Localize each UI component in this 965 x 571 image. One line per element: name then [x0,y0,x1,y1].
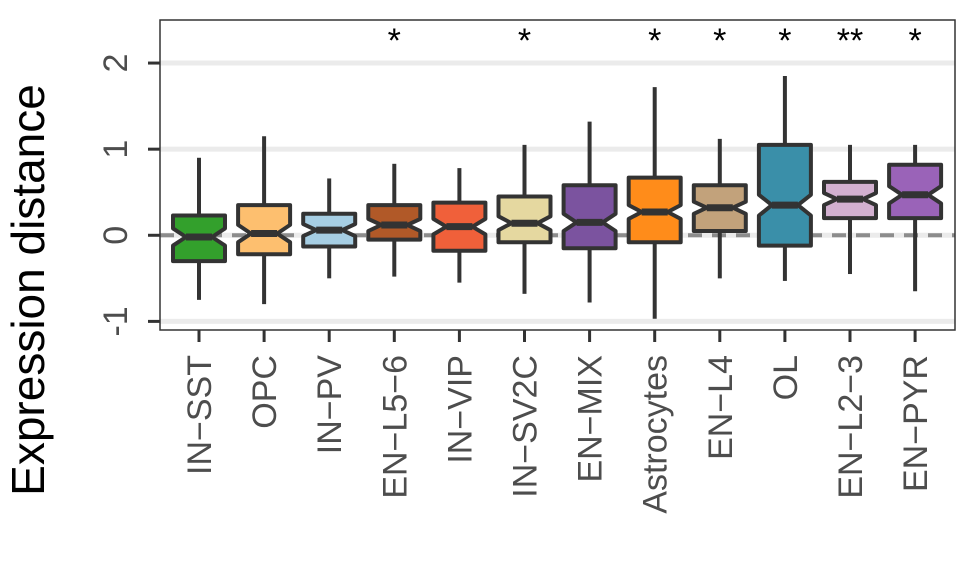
x-tick-label-1: OPC [246,355,284,429]
y-axis: -1 0 1 2 [97,54,160,337]
x-tick-label-4: IN−VIP [441,355,479,464]
x-tick-label-3: EN−L5−6 [376,355,414,499]
x-tick-label-0: IN−SST [181,355,219,475]
box-body [236,203,293,257]
y-axis-title: Expression distance [2,84,54,496]
box-4 [431,168,488,283]
x-tick-label-8: EN−L4 [702,355,740,460]
box-9 [756,75,813,281]
box-body [561,183,618,251]
box-6 [561,121,618,303]
plot-panel-border [159,19,956,331]
box-10 [822,144,878,275]
x-tick-label-9: OL [767,355,805,400]
x-tick-label-2: IN−PV [311,355,349,455]
y-tick-label-3: 2 [97,54,135,73]
box-5 [496,144,553,294]
box-11 [887,144,944,292]
significance-marker-10: ** [837,22,863,60]
significance-marker-3: * [388,22,401,60]
significance-markers: * * * * * ** * [388,22,922,60]
y-tick-label-1: 0 [97,226,135,245]
significance-marker-9: * [778,22,791,60]
x-tick-label-6: EN−MIX [572,355,610,483]
x-axis: IN−SST OPC IN−PV EN−L5−6 IN−VIP IN−SV2C EN−MIX… [181,330,935,514]
box-3 [366,163,423,277]
x-tick-label-7: Astrocytes [637,355,675,514]
box-body [496,194,553,245]
significance-marker-8: * [713,22,726,60]
box-0 [171,157,227,300]
significance-marker-7: * [648,22,661,60]
significance-marker-5: * [518,22,531,60]
x-tick-label-11: EN−PYR [897,355,935,492]
y-tick-label-2: 1 [97,140,135,159]
box-2 [301,178,358,279]
significance-marker-11: * [908,22,921,60]
y-tick-label-0: -1 [97,306,135,336]
box-1 [236,136,293,305]
x-tick-label-10: EN−L2−3 [832,355,870,499]
box-8 [691,138,748,279]
box-7 [626,87,683,319]
box-body [756,142,813,248]
boxes-group [171,75,944,319]
x-tick-label-5: IN−SV2C [507,355,545,498]
